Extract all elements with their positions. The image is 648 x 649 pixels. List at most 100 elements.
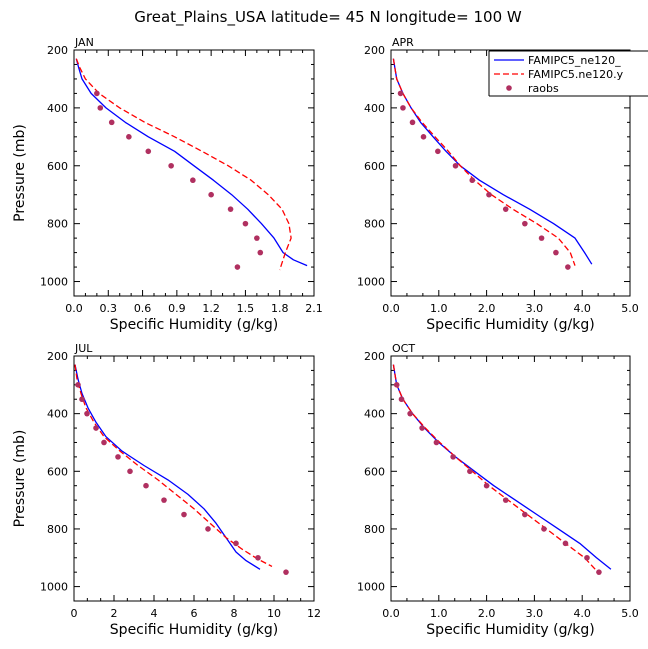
plot-frame [390,49,631,297]
raobs-point [127,468,133,475]
raobs-point [205,526,211,532]
raobs-point [257,249,264,256]
x-tick-label: 2.1 [305,302,323,315]
series-line-famipc5-ne120 [392,364,612,570]
raobs-point [541,526,547,532]
raobs-point [79,396,85,403]
panels: 0.0 0.3 0.6 0.9 1.2 1.5 1.8 2.12004006008001000… [12,36,639,638]
raobs-point [101,439,107,446]
raobs-point [502,206,509,212]
x-axis-label: Specific Humidity (g/kg) [426,622,594,638]
y-tick-label: 400 [364,408,385,421]
y-axis-label: Pressure (mb) [12,430,28,528]
raobs-point [522,511,528,518]
raobs-point [565,264,571,270]
y-tick-label: 200 [364,44,385,57]
panel-title: JAN [74,36,94,49]
series-line-famipc5-ne120 [74,364,261,570]
x-tick-label: 5.0 [621,302,639,315]
y-tick-label: 200 [364,350,385,363]
series-line-famipc5-ne120-y [75,58,292,271]
x-axis-label: Specific Humidity (g/kg) [110,622,278,638]
raobs-point [93,425,99,431]
raobs-point [538,235,545,241]
y-tick-label: 200 [47,44,68,57]
raobs-point [168,162,174,169]
x-tick-label: 4.0 [573,607,591,620]
x-tick-label: 0.0 [65,302,83,315]
raobs-point [420,134,427,140]
y-tick-label: 800 [47,523,68,536]
raobs-point [208,191,214,198]
raobs-point [190,177,196,184]
series-line-famipc5-ne120-y [392,364,597,572]
raobs-point [242,220,249,227]
plot-frame [73,49,315,297]
x-tick-label: 1.5 [237,302,255,315]
raobs-point [126,134,132,140]
raobs-point [433,439,440,446]
x-tick-label: 1.0 [430,302,448,315]
panel-title: OCT [392,342,415,355]
raobs-point [407,410,413,417]
raobs-point [467,468,473,475]
y-tick-label: 800 [47,218,68,231]
raobs-point [227,206,234,212]
raobs-point [562,540,569,547]
raobs-point [255,554,261,561]
x-tick-label: 2.0 [478,607,496,620]
series-line-famipc5-ne120-y [74,364,273,567]
x-axis-label: Specific Humidity (g/kg) [426,317,594,333]
x-tick-label: 8 [231,607,238,620]
plot-frame [73,355,315,602]
x-tick-label: 5.0 [621,607,639,620]
raobs-point [502,497,509,503]
x-tick-label: 10 [267,607,281,620]
legend-label: raobs [528,82,559,95]
legend-label: FAMIPC5_ne120_ [528,54,621,67]
raobs-point [75,382,81,388]
y-tick-label: 600 [47,465,68,478]
raobs-point [143,482,149,489]
figure-title: Great_Plains_USA latitude= 45 N longitud… [134,8,522,27]
y-tick-label: 600 [364,465,385,478]
x-tick-label: 0.0 [382,302,400,315]
raobs-point [483,482,490,489]
x-tick-label: 4 [151,607,158,620]
x-tick-label: 4.0 [573,302,591,315]
y-tick-label: 600 [364,160,385,173]
y-tick-label: 800 [364,523,385,536]
raobs-point [397,90,404,97]
raobs-point [486,191,492,198]
y-axis-label: Pressure (mb) [12,124,28,222]
panel-jul: 0 2 4 6 8 10 12 200 400 600 800 1000 JUL Specific Hum… [12,342,321,638]
y-tick-label: 400 [47,408,68,421]
x-tick-label: 1.2 [202,302,220,315]
x-tick-label: 3.0 [526,302,544,315]
panel-title: APR [392,36,414,49]
raobs-point [254,235,260,241]
x-tick-label: 0.0 [382,607,400,620]
legend-label: FAMIPC5.ne120.y [528,68,624,81]
x-tick-label: 3.0 [526,607,544,620]
raobs-point [400,105,406,111]
x-tick-label: 0 [71,607,78,620]
raobs-point [145,148,152,155]
raobs-point [393,382,400,388]
raobs-point [522,220,528,227]
y-tick-label: 400 [47,102,68,115]
raobs-point [409,119,416,126]
raobs-point [450,454,456,460]
y-tick-label: 400 [364,102,385,115]
y-tick-label: 1000 [40,581,68,594]
y-tick-label: 200 [47,350,68,363]
raobs-point [97,105,104,111]
panel-apr: 0.0 1.0 2.0 3.0 4.0 5.0 200 400 600 800 1000 APR Spe… [357,36,639,333]
series-line-famipc5-ne120-y [392,58,576,266]
y-tick-label: 600 [47,160,68,173]
raobs-point [108,119,115,126]
x-axis-label: Specific Humidity (g/kg) [110,317,278,333]
x-tick-label: 0.6 [134,302,152,315]
y-tick-label: 1000 [357,276,385,289]
